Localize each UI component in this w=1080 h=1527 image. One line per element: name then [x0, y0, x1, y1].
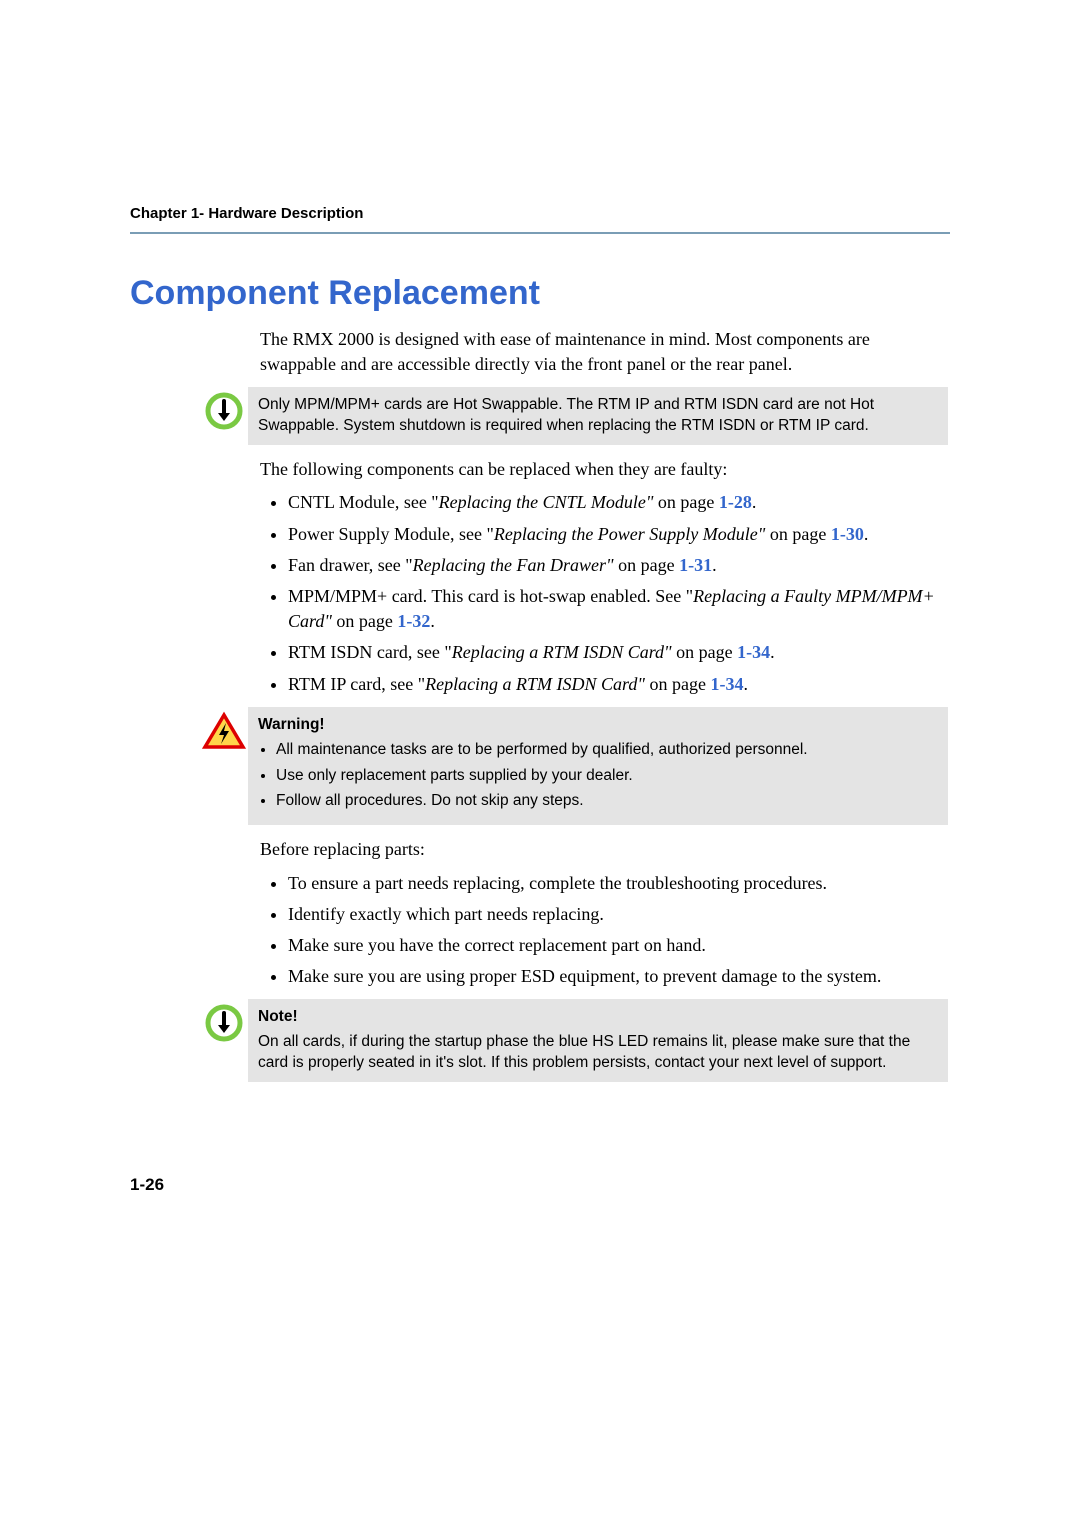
list-item: Make sure you are using proper ESD equip…	[288, 964, 950, 989]
section-title: Component Replacement	[130, 274, 950, 313]
note-callout-1: Only MPM/MPM+ cards are Hot Swappable. T…	[260, 387, 950, 445]
before-intro: Before replacing parts:	[260, 837, 950, 862]
page-ref-link[interactable]: 1-30	[831, 524, 864, 544]
faulty-components-list: CNTL Module, see "Replacing the CNTL Mod…	[260, 490, 950, 696]
note-text-1: Only MPM/MPM+ cards are Hot Swappable. T…	[258, 396, 874, 434]
chapter-header: Chapter 1- Hardware Description	[130, 205, 950, 222]
warning-list: All maintenance tasks are to be performe…	[258, 740, 938, 813]
list-item: Use only replacement parts supplied by y…	[276, 766, 938, 787]
faulty-intro: The following components can be replaced…	[260, 457, 950, 482]
warning-title: Warning!	[258, 715, 938, 736]
note-text-2: On all cards, if during the startup phas…	[258, 1033, 910, 1071]
cross-ref-title: Replacing a RTM ISDN Card"	[425, 674, 645, 694]
list-item: RTM IP card, see "Replacing a RTM ISDN C…	[288, 672, 950, 697]
list-item: CNTL Module, see "Replacing the CNTL Mod…	[288, 490, 950, 515]
list-item: RTM ISDN card, see "Replacing a RTM ISDN…	[288, 640, 950, 665]
warning-icon	[202, 711, 246, 751]
list-item: Fan drawer, see "Replacing the Fan Drawe…	[288, 553, 950, 578]
note-callout-2: Note! On all cards, if during the startu…	[260, 999, 950, 1082]
cross-ref-title: Replacing the Power Supply Module"	[494, 524, 766, 544]
cross-ref-title: Replacing a RTM ISDN Card"	[452, 642, 672, 662]
page-number: 1-26	[130, 1175, 164, 1195]
cross-ref-title: Replacing a Faulty MPM/MPM+ Card"	[288, 586, 935, 631]
before-list: To ensure a part needs replacing, comple…	[260, 871, 950, 990]
cross-ref-title: Replacing the Fan Drawer"	[413, 555, 614, 575]
list-item: Identify exactly which part needs replac…	[288, 902, 950, 927]
page-ref-link[interactable]: 1-32	[397, 611, 430, 631]
list-item: MPM/MPM+ card. This card is hot-swap ena…	[288, 584, 950, 634]
page-ref-link[interactable]: 1-28	[719, 492, 752, 512]
intro-paragraph: The RMX 2000 is designed with ease of ma…	[260, 327, 950, 377]
list-item: To ensure a part needs replacing, comple…	[288, 871, 950, 896]
page-ref-link[interactable]: 1-31	[679, 555, 712, 575]
note-box-2: Note! On all cards, if during the startu…	[248, 999, 948, 1082]
page-ref-link[interactable]: 1-34	[737, 642, 770, 662]
list-item: Make sure you have the correct replaceme…	[288, 933, 950, 958]
note-icon	[204, 391, 244, 431]
note-box-1: Only MPM/MPM+ cards are Hot Swappable. T…	[248, 387, 948, 445]
warning-callout: Warning! All maintenance tasks are to be…	[260, 707, 950, 826]
note-icon	[204, 1003, 244, 1043]
header-rule	[130, 232, 950, 234]
page-ref-link[interactable]: 1-34	[710, 674, 743, 694]
list-item: All maintenance tasks are to be performe…	[276, 740, 938, 761]
cross-ref-title: Replacing the CNTL Module"	[439, 492, 654, 512]
list-item: Follow all procedures. Do not skip any s…	[276, 791, 938, 812]
warning-box: Warning! All maintenance tasks are to be…	[248, 707, 948, 826]
note-title-2: Note!	[258, 1007, 938, 1028]
list-item: Power Supply Module, see "Replacing the …	[288, 522, 950, 547]
